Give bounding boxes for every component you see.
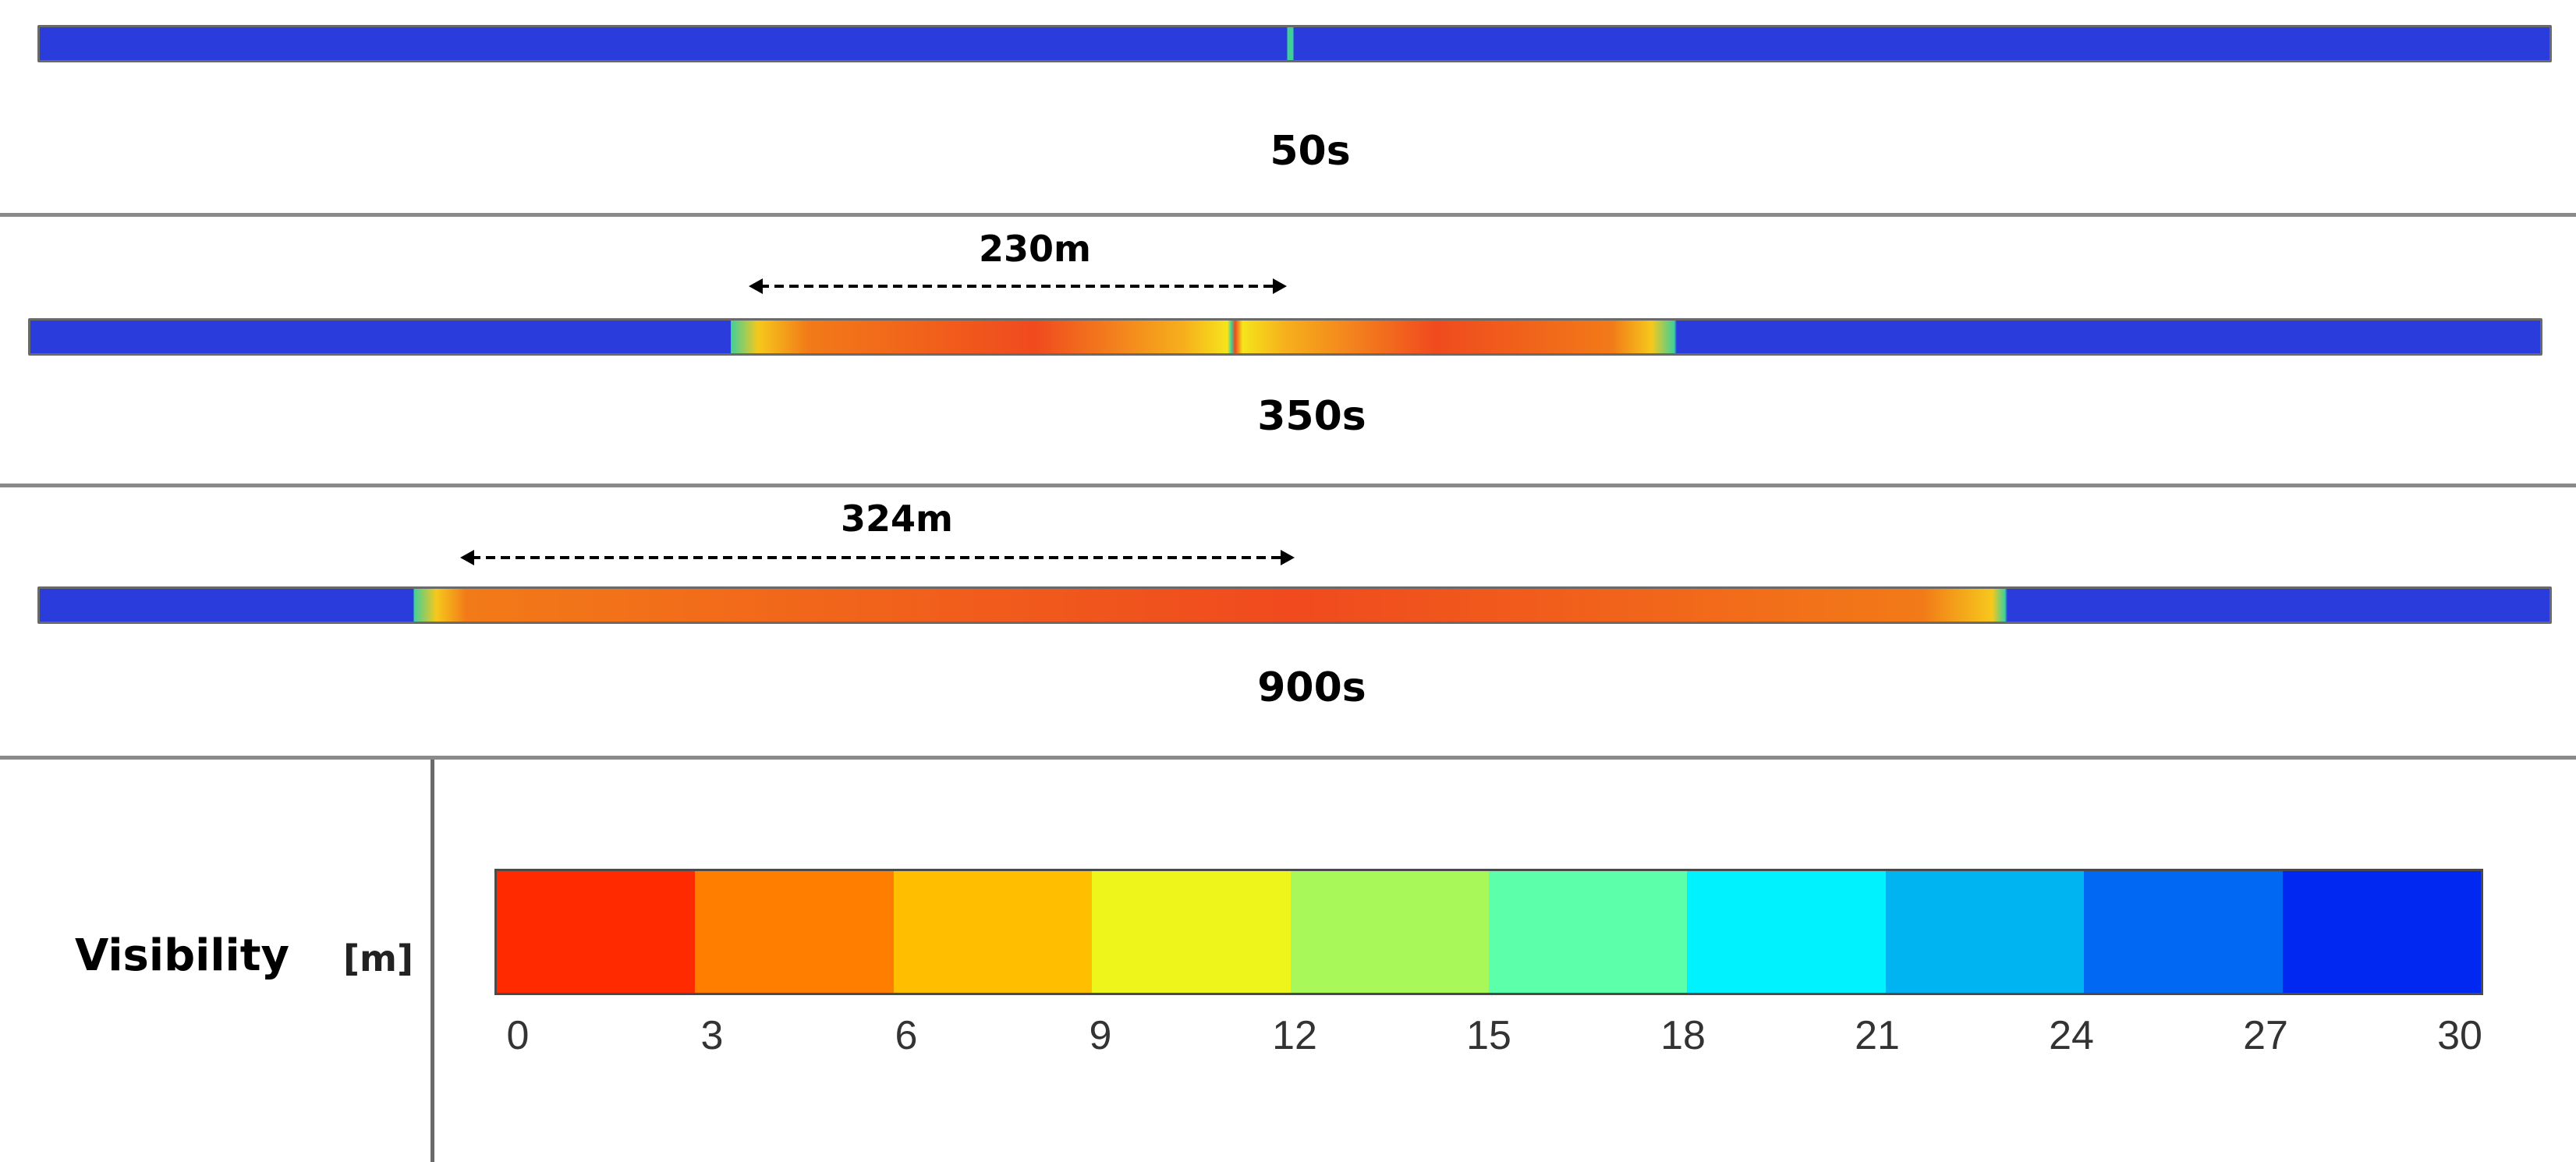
panel-divider — [0, 756, 2576, 760]
colorbar-tick-label: 27 — [2243, 1013, 2288, 1058]
colorbar-tick-label: 3 — [700, 1013, 724, 1058]
dimension-label-230m: 230m — [979, 228, 1091, 270]
colorbar-tick-label: 21 — [1855, 1013, 1900, 1058]
visibility-colorbar — [494, 869, 2483, 995]
legend-separator — [431, 760, 434, 1162]
colorbar-segment-3 — [1092, 871, 1291, 993]
colorbar-segment-0 — [497, 871, 696, 993]
legend-unit: [m] — [343, 937, 413, 980]
dimension-arrow-230m — [749, 278, 1287, 294]
legend-title: Visibility — [75, 930, 290, 981]
colorbar-segment-6 — [1687, 871, 1886, 993]
colorbar-tick-label: 0 — [506, 1013, 530, 1058]
time-label-900s: 900s — [1257, 664, 1366, 711]
dimension-arrow-324m — [460, 550, 1295, 565]
colorbar-tick-label: 30 — [2437, 1013, 2482, 1058]
colorbar-segment-7 — [1885, 871, 2085, 993]
colorbar-segment-1 — [695, 871, 894, 993]
colorbar-tick-label: 24 — [2049, 1013, 2094, 1058]
panel-divider — [0, 484, 2576, 487]
colorbar-segment-4 — [1290, 871, 1490, 993]
colorbar-segment-5 — [1489, 871, 1688, 993]
colorbar-tick-label: 12 — [1272, 1013, 1317, 1058]
tunnel-50s — [37, 25, 2552, 62]
colorbar-tick-label: 6 — [895, 1013, 918, 1058]
panel-divider — [0, 213, 2576, 217]
tunnel-350s — [28, 318, 2542, 356]
colorbar-segment-2 — [893, 871, 1093, 993]
time-label-350s: 350s — [1257, 393, 1366, 440]
colorbar-tick-label: 15 — [1466, 1013, 1511, 1058]
colorbar-tick-label: 18 — [1660, 1013, 1706, 1058]
colorbar-tick-label: 9 — [1089, 1013, 1112, 1058]
time-label-50s: 50s — [1270, 128, 1351, 175]
colorbar-segment-8 — [2084, 871, 2283, 993]
dimension-label-324m: 324m — [841, 498, 953, 540]
tunnel-900s — [37, 586, 2552, 624]
colorbar-segment-9 — [2282, 871, 2482, 993]
